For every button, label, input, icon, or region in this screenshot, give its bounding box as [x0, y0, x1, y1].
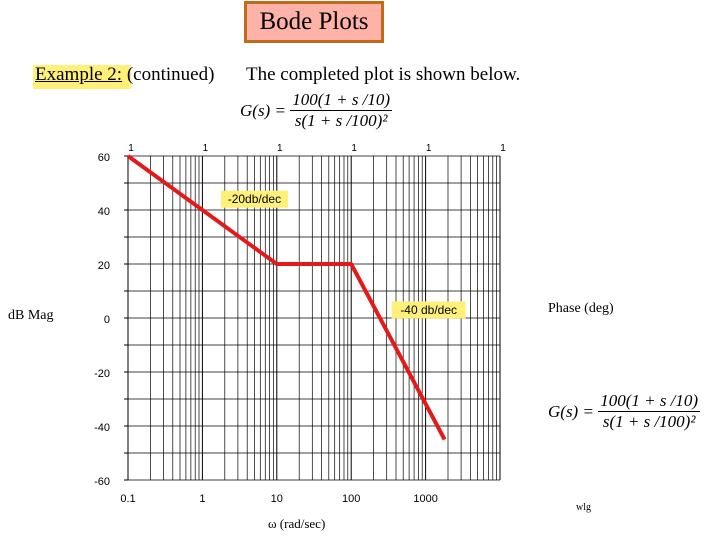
top-tick-label: 1 — [128, 143, 134, 154]
slope-annotation: -40 db/dec — [400, 303, 457, 317]
phase-axis-label: Phase (deg) — [548, 301, 614, 316]
y-tick-label: -60 — [94, 476, 110, 488]
tf-right-fraction: 100(1 + s /10) s(1 + s /100)² — [598, 391, 701, 432]
y-tick-label: 60 — [98, 152, 110, 164]
y-tick-label: -40 — [94, 422, 110, 434]
example-highlight — [33, 65, 131, 89]
slope-annotation: -20db/dec — [228, 192, 281, 206]
tf-top-lhs: G(s) = — [240, 100, 286, 120]
x-tick-label: 10 — [271, 493, 283, 505]
x-tick-label: 100 — [342, 493, 360, 505]
top-tick-label: 1 — [426, 143, 432, 154]
transfer-function-top: G(s) = 100(1 + s /10) s(1 + s /100)² — [240, 90, 393, 131]
example-suffix: (continued) — [126, 64, 215, 85]
credit-text: wlg — [576, 502, 591, 513]
y-tick-label: -20 — [94, 368, 110, 380]
x-axis-label: ω (rad/sec) — [268, 516, 326, 531]
tf-right-denominator: s(1 + s /100)² — [602, 412, 696, 431]
completed-text: The completed plot is shown below. — [246, 64, 521, 85]
x-tick-label: 1000 — [413, 493, 437, 505]
x-tick-label: 1 — [199, 493, 205, 505]
example-heading: Example 2: (continued) — [35, 64, 214, 86]
tf-top-denominator: s(1 + s /100)² — [294, 111, 388, 130]
slope-annotation-bg — [220, 190, 289, 208]
slope-annotation-bg — [391, 301, 466, 319]
y-tick-label: 40 — [98, 206, 110, 218]
x-tick-label: 0.1 — [120, 493, 135, 505]
magnitude-series-line — [126, 154, 447, 441]
tf-right-numerator: 100(1 + s /10) — [598, 391, 701, 412]
top-tick-label: 1 — [500, 143, 506, 154]
tf-top-numerator: 100(1 + s /10) — [290, 90, 393, 111]
y-tick-label: 0 — [104, 314, 110, 326]
slide-title: Bode Plots — [244, 1, 384, 43]
example-label: Example 2: — [35, 64, 123, 85]
transfer-function-right: G(s) = 100(1 + s /10) s(1 + s /100)² — [548, 391, 701, 432]
top-tick-label: 1 — [277, 143, 283, 154]
top-tick-label: 1 — [203, 143, 209, 154]
mag-axis-label: dB Mag — [8, 308, 54, 323]
y-tick-label: 20 — [98, 260, 110, 272]
top-tick-label: 1 — [351, 143, 357, 154]
tf-right-lhs: G(s) = — [548, 401, 594, 421]
tf-top-fraction: 100(1 + s /10) s(1 + s /100)² — [290, 90, 393, 131]
